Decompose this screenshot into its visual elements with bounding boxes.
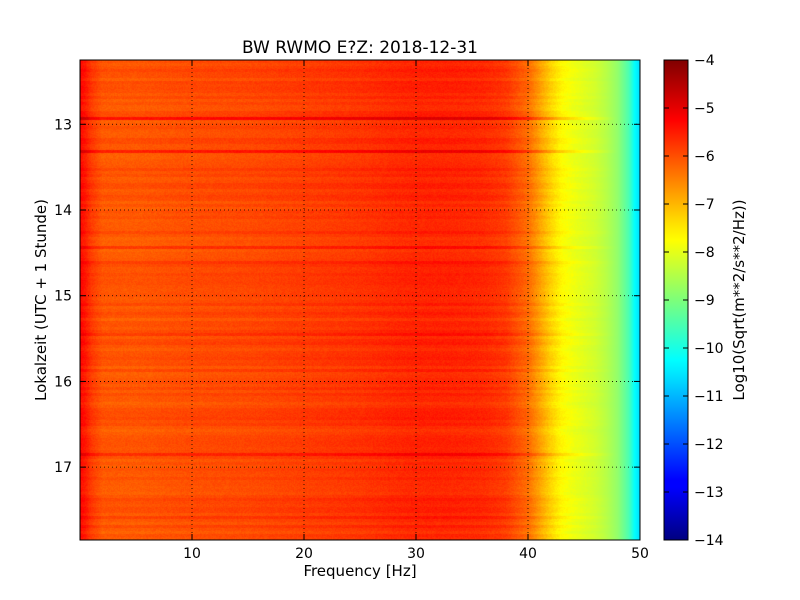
colorbar-tick-label: −14 bbox=[694, 533, 724, 549]
y-axis-ticks: 13 14 15 16 17 bbox=[54, 117, 640, 476]
colorbar-tick-label: −10 bbox=[694, 341, 724, 357]
colorbar-tick-label: −4 bbox=[694, 53, 715, 69]
x-tick-label: 10 bbox=[183, 546, 201, 562]
x-tick-label: 50 bbox=[631, 546, 649, 562]
y-tick-label: 16 bbox=[54, 374, 72, 390]
spectrogram-heatmap bbox=[80, 60, 640, 540]
x-tick-label: 30 bbox=[407, 546, 425, 562]
y-tick-label: 14 bbox=[54, 203, 72, 219]
colorbar-ticks: −4 −5 −6 −7 −8 −9 −10 −11 −12 −13 −14 bbox=[664, 53, 724, 549]
x-tick-label: 20 bbox=[295, 546, 313, 562]
colorbar-tick-label: −5 bbox=[694, 101, 715, 117]
colorbar-tick-label: −13 bbox=[694, 485, 724, 501]
x-tick-label: 40 bbox=[519, 546, 537, 562]
grid-lines bbox=[80, 60, 640, 540]
colorbar-tick-label: −11 bbox=[694, 389, 724, 405]
chart-title: BW RWMO E?Z: 2018-12-31 bbox=[242, 38, 478, 58]
colorbar-label: Log10(Sqrt(m**2/s**2/Hz)) bbox=[730, 199, 748, 400]
x-axis-label: Frequency [Hz] bbox=[303, 562, 416, 580]
colorbar-tick-label: −9 bbox=[694, 293, 715, 309]
plot-frame bbox=[79, 59, 641, 541]
colorbar-tick-label: −7 bbox=[694, 197, 715, 213]
x-axis-ticks: 10 20 30 40 50 bbox=[183, 60, 649, 562]
colorbar-tick-label: −12 bbox=[694, 437, 724, 453]
y-tick-label: 15 bbox=[54, 289, 72, 305]
colorbar-tick-label: −8 bbox=[694, 245, 715, 261]
colorbar-tick-label: −6 bbox=[694, 149, 715, 165]
y-tick-label: 13 bbox=[54, 117, 72, 133]
y-axis-label: Lokalzeit (UTC + 1 Stunde) bbox=[32, 199, 50, 401]
y-tick-label: 17 bbox=[54, 460, 72, 476]
